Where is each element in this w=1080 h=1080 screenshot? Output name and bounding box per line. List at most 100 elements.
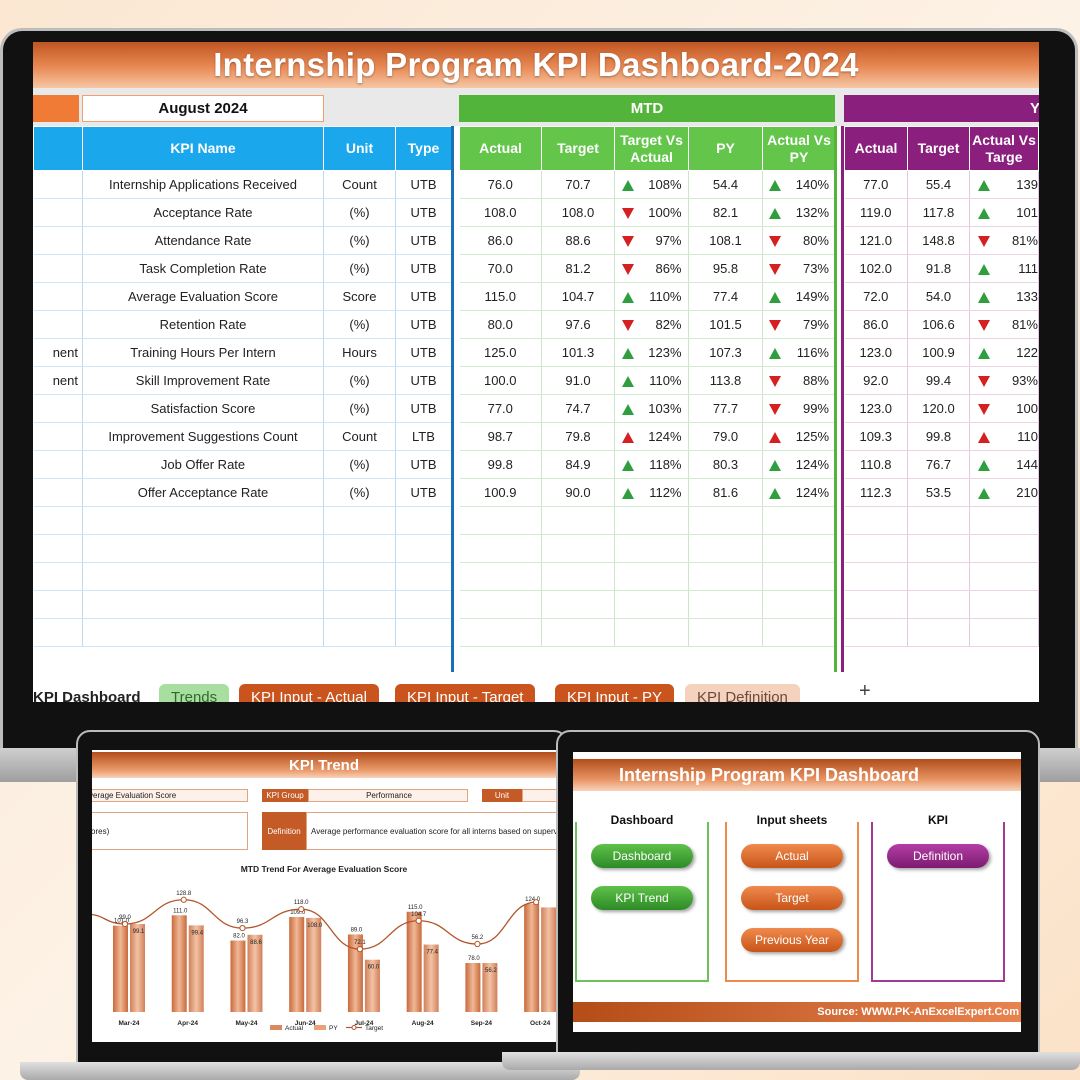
mtd-tva-cell-value: 86%: [655, 261, 682, 276]
ytd-target-cell: 91.8: [907, 254, 970, 283]
empty-cell: [323, 534, 396, 563]
actual-input-button[interactable]: Actual: [741, 844, 843, 868]
py-bar: [188, 925, 204, 1012]
kpi-group-cell: [33, 450, 83, 479]
py-label: 88.6: [250, 940, 262, 946]
tab-input-target[interactable]: KPI Input - Target: [395, 684, 536, 702]
ytd-actual-cell: 86.0: [844, 310, 908, 339]
kpi-group-cell: [33, 478, 83, 507]
mtd-actual-cell: 70.0: [459, 254, 542, 283]
mtd-actual-cell: 100.0: [459, 366, 542, 395]
tab-input-py[interactable]: KPI Input - PY: [555, 684, 675, 702]
section-divider: [834, 126, 837, 672]
kpi-trend-button[interactable]: KPI Trend: [591, 886, 693, 910]
kpi-selector[interactable]: verage Evaluation Score: [92, 789, 248, 802]
month-selector[interactable]: August 2024: [82, 95, 324, 122]
kpi-name-cell: Retention Rate: [82, 310, 324, 339]
mtd-tva-cell-value: 103%: [648, 401, 682, 416]
ytd-target-cell: 99.8: [907, 422, 970, 451]
mtd-avp-cell-value: 116%: [796, 345, 829, 360]
empty-cell: [395, 618, 452, 647]
up-arrow-icon: [977, 180, 990, 192]
table-row: 119.0 117.8 101: [844, 198, 1039, 227]
ytd-table-wrap: Actual Target Actual Vs Targe 77.0 55.4 13…: [844, 126, 1039, 672]
mtd-tva-header: Target Vs Actual: [614, 126, 689, 171]
empty-cell: [907, 618, 970, 647]
tab-kpi-dashboard[interactable]: KPI Dashboard: [33, 684, 153, 702]
table-row: 100.0 91.0 110% 113.8 88%: [459, 366, 836, 395]
ytd-avt-cell: 133: [969, 282, 1039, 311]
ytd-avt-cell: 81%: [969, 226, 1039, 255]
py-label: 108.0: [307, 923, 323, 929]
empty-row: [844, 590, 1039, 619]
mtd-tva-cell-value: 110%: [649, 289, 682, 304]
dashboard-button[interactable]: Dashboard: [591, 844, 693, 868]
ytd-actual-cell: 110.8: [844, 450, 908, 479]
table-row: 77.0 55.4 139: [844, 170, 1039, 199]
previous-year-input-button[interactable]: Previous Year: [741, 928, 843, 952]
kpi-group-cell: [33, 422, 83, 451]
mtd-avp-cell: 125%: [762, 422, 836, 451]
mtd-target-header: Target: [541, 126, 615, 171]
nav-title: Internship Program KPI Dashboard: [573, 759, 1021, 791]
target-input-button[interactable]: Target: [741, 886, 843, 910]
mtd-avp-cell-value: 125%: [795, 429, 829, 444]
unit-cell: (%): [323, 394, 396, 423]
empty-cell: [33, 534, 83, 563]
mtd-actual-cell: 108.0: [459, 198, 542, 227]
ytd-actual-header: Actual: [844, 126, 908, 171]
empty-cell: [969, 506, 1039, 535]
table-row: nent Skill Improvement Rate (%) UTB: [33, 366, 452, 395]
mtd-table: Actual Target Target Vs Actual PY Actual…: [459, 126, 836, 647]
empty-cell: [614, 534, 689, 563]
mtd-avp-cell: 88%: [762, 366, 836, 395]
empty-cell: [33, 506, 83, 535]
mtd-avp-cell: 80%: [762, 226, 836, 255]
actual-bar: [406, 911, 422, 1012]
table-row: Task Completion Rate (%) UTB: [33, 254, 452, 283]
table-row: Satisfaction Score (%) UTB: [33, 394, 452, 423]
empty-row: [33, 590, 452, 619]
tab-kpi-definition[interactable]: KPI Definition: [685, 684, 800, 702]
empty-cell: [33, 562, 83, 591]
mtd-avp-cell-value: 99%: [802, 401, 829, 416]
mtd-avp-cell-value: 132%: [795, 205, 829, 220]
py-label: 56.2: [485, 968, 497, 974]
type-cell: UTB: [395, 170, 452, 199]
kpi-group-cell: nent: [33, 338, 83, 367]
type-cell: UTB: [395, 254, 452, 283]
mtd-avp-cell-value: 124%: [795, 485, 829, 500]
unit-cell: Score: [323, 282, 396, 311]
table-row: nent Training Hours Per Intern Hours UTB: [33, 338, 452, 367]
py-bar: [541, 907, 556, 1012]
unit-value: [522, 789, 556, 802]
kpi-name-cell: Satisfaction Score: [82, 394, 324, 423]
tab-trends[interactable]: Trends: [159, 684, 230, 702]
mtd-avp-cell-value: 124%: [795, 457, 829, 472]
empty-cell: [614, 506, 689, 535]
kpi-group-cell: [33, 226, 83, 255]
actual-label: 101.0: [114, 919, 130, 925]
up-arrow-icon: [621, 348, 634, 360]
mtd-avp-cell: 124%: [762, 450, 836, 479]
down-arrow-icon: [977, 320, 990, 332]
empty-row: [844, 534, 1039, 563]
actual-label: 111.0: [173, 908, 188, 914]
mtd-avp-cell: 140%: [762, 170, 836, 199]
mtd-avp-cell: 73%: [762, 254, 836, 283]
py-bar: [364, 959, 380, 1012]
kpi-group-cell: [33, 198, 83, 227]
up-arrow-icon: [621, 404, 634, 416]
mtd-tva-cell: 110%: [614, 282, 689, 311]
definition-button[interactable]: Definition: [887, 844, 989, 868]
actual-label: 89.0: [351, 927, 363, 933]
input-sheets-group: Input sheets Actual Target Previous Year: [725, 813, 859, 982]
unit-label: Unit: [482, 789, 522, 802]
empty-row: [33, 506, 452, 535]
mtd-avp-cell: 99%: [762, 394, 836, 423]
add-sheet-icon[interactable]: +: [859, 680, 871, 702]
up-arrow-icon: [769, 292, 781, 304]
actual-bar: [524, 903, 540, 1012]
tab-input-actual[interactable]: KPI Input - Actual: [239, 684, 379, 702]
up-arrow-icon: [977, 488, 990, 500]
